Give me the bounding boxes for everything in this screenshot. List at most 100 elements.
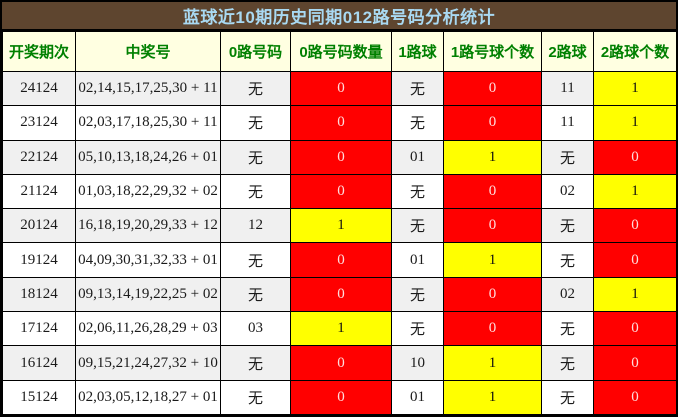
road1-count-cell: 1 bbox=[443, 139, 542, 175]
road0-ball-cell: 无 bbox=[220, 139, 291, 175]
col-header-road2-ball: 2路球 bbox=[541, 31, 594, 72]
table-body: 24124 02,14,15,17,25,30 + 11 无 0 无 0 11 1 23124 0… bbox=[2, 70, 677, 416]
road0-count-cell: 0 bbox=[290, 70, 392, 107]
road1-count-cell: 1 bbox=[443, 242, 542, 278]
col-header-road0-ball: 0路号码 bbox=[220, 31, 291, 72]
table-row: 15124 02,03,05,12,18,27 + 01 无 0 01 1 无 0 bbox=[2, 379, 677, 416]
period-cell: 17124 bbox=[2, 311, 76, 347]
road2-count-cell: 1 bbox=[593, 105, 677, 141]
road0-count-cell: 0 bbox=[290, 173, 392, 210]
period-cell: 15124 bbox=[2, 379, 76, 416]
winning-numbers-cell: 02,03,05,12,18,27 + 01 bbox=[75, 379, 221, 416]
road2-ball-cell: 11 bbox=[541, 105, 594, 141]
table-row: 16124 09,15,21,24,27,32 + 10 无 0 10 1 无 0 bbox=[2, 345, 677, 381]
road2-count-cell: 0 bbox=[593, 311, 677, 347]
col-header-winning: 中奖号 bbox=[75, 31, 221, 72]
road0-count-cell: 0 bbox=[290, 242, 392, 278]
winning-numbers-cell: 09,15,21,24,27,32 + 10 bbox=[75, 345, 221, 381]
table-row: 17124 02,06,11,26,28,29 + 03 03 1 无 0 无 0 bbox=[2, 311, 677, 347]
table-row: 21124 01,03,18,22,29,32 + 02 无 0 无 0 02 1 bbox=[2, 173, 677, 210]
table-row: 24124 02,14,15,17,25,30 + 11 无 0 无 0 11 1 bbox=[2, 70, 677, 107]
road1-count-cell: 0 bbox=[443, 276, 542, 313]
period-cell: 16124 bbox=[2, 345, 76, 381]
col-header-road0-count: 0路号码数量 bbox=[290, 31, 392, 72]
road2-ball-cell: 无 bbox=[541, 379, 594, 416]
road2-count-cell: 0 bbox=[593, 242, 677, 278]
col-header-road1-count: 1路号球个数 bbox=[443, 31, 542, 72]
road2-ball-cell: 无 bbox=[541, 345, 594, 381]
road1-ball-cell: 无 bbox=[391, 208, 444, 244]
winning-numbers-cell: 02,14,15,17,25,30 + 11 bbox=[75, 70, 221, 107]
road1-count-cell: 0 bbox=[443, 311, 542, 347]
col-header-road1-ball: 1路球 bbox=[391, 31, 444, 72]
period-cell: 22124 bbox=[2, 139, 76, 175]
road2-ball-cell: 02 bbox=[541, 276, 594, 313]
road2-ball-cell: 11 bbox=[541, 70, 594, 107]
road2-count-cell: 1 bbox=[593, 173, 677, 210]
road1-ball-cell: 无 bbox=[391, 70, 444, 107]
period-cell: 19124 bbox=[2, 242, 76, 278]
road0-ball-cell: 无 bbox=[220, 70, 291, 107]
winning-numbers-cell: 01,03,18,22,29,32 + 02 bbox=[75, 173, 221, 210]
table-row: 22124 05,10,13,18,24,26 + 01 无 0 01 1 无 0 bbox=[2, 139, 677, 175]
winning-numbers-cell: 16,18,19,20,29,33 + 12 bbox=[75, 208, 221, 244]
road2-count-cell: 0 bbox=[593, 345, 677, 381]
road1-ball-cell: 无 bbox=[391, 276, 444, 313]
analysis-table: 开奖期次 中奖号 0路号码 0路号码数量 1路球 1路号球个数 2路球 2路球个… bbox=[2, 31, 677, 416]
road1-ball-cell: 无 bbox=[391, 173, 444, 210]
winning-numbers-cell: 02,03,17,18,25,30 + 11 bbox=[75, 105, 221, 141]
winning-numbers-cell: 02,06,11,26,28,29 + 03 bbox=[75, 311, 221, 347]
road1-count-cell: 0 bbox=[443, 70, 542, 107]
period-cell: 18124 bbox=[2, 276, 76, 313]
road2-ball-cell: 无 bbox=[541, 311, 594, 347]
road2-ball-cell: 无 bbox=[541, 242, 594, 278]
road1-ball-cell: 01 bbox=[391, 242, 444, 278]
road2-count-cell: 0 bbox=[593, 379, 677, 416]
page-title: 蓝球近10期历史同期012路号码分析统计 bbox=[2, 2, 676, 29]
road1-ball-cell: 无 bbox=[391, 105, 444, 141]
table-row: 18124 09,13,14,19,22,25 + 02 无 0 无 0 02 1 bbox=[2, 276, 677, 313]
road0-count-cell: 0 bbox=[290, 105, 392, 141]
col-header-road2-count: 2路球个数 bbox=[593, 31, 677, 72]
road1-ball-cell: 无 bbox=[391, 311, 444, 347]
road1-ball-cell: 10 bbox=[391, 345, 444, 381]
winning-numbers-cell: 04,09,30,31,32,33 + 01 bbox=[75, 242, 221, 278]
road0-ball-cell: 无 bbox=[220, 276, 291, 313]
table-row: 19124 04,09,30,31,32,33 + 01 无 0 01 1 无 0 bbox=[2, 242, 677, 278]
road0-ball-cell: 12 bbox=[220, 208, 291, 244]
road2-ball-cell: 无 bbox=[541, 208, 594, 244]
col-header-period: 开奖期次 bbox=[2, 31, 76, 72]
road0-ball-cell: 无 bbox=[220, 379, 291, 416]
road0-count-cell: 0 bbox=[290, 276, 392, 313]
period-cell: 24124 bbox=[2, 70, 76, 107]
road1-count-cell: 1 bbox=[443, 345, 542, 381]
road2-ball-cell: 无 bbox=[541, 139, 594, 175]
road0-count-cell: 0 bbox=[290, 379, 392, 416]
road2-count-cell: 1 bbox=[593, 70, 677, 107]
table-row: 20124 16,18,19,20,29,33 + 12 12 1 无 0 无 0 bbox=[2, 208, 677, 244]
road1-count-cell: 0 bbox=[443, 105, 542, 141]
road1-count-cell: 1 bbox=[443, 379, 542, 416]
road0-ball-cell: 无 bbox=[220, 345, 291, 381]
winning-numbers-cell: 05,10,13,18,24,26 + 01 bbox=[75, 139, 221, 175]
period-cell: 23124 bbox=[2, 105, 76, 141]
road0-ball-cell: 03 bbox=[220, 311, 291, 347]
road0-ball-cell: 无 bbox=[220, 242, 291, 278]
road2-ball-cell: 02 bbox=[541, 173, 594, 210]
road0-count-cell: 1 bbox=[290, 311, 392, 347]
winning-numbers-cell: 09,13,14,19,22,25 + 02 bbox=[75, 276, 221, 313]
road1-ball-cell: 01 bbox=[391, 139, 444, 175]
table-row: 23124 02,03,17,18,25,30 + 11 无 0 无 0 11 1 bbox=[2, 105, 677, 141]
road0-ball-cell: 无 bbox=[220, 105, 291, 141]
period-cell: 20124 bbox=[2, 208, 76, 244]
road1-count-cell: 0 bbox=[443, 208, 542, 244]
road2-count-cell: 1 bbox=[593, 276, 677, 313]
road0-count-cell: 1 bbox=[290, 208, 392, 244]
table-header: 开奖期次 中奖号 0路号码 0路号码数量 1路球 1路号球个数 2路球 2路球个… bbox=[2, 31, 677, 72]
road0-ball-cell: 无 bbox=[220, 173, 291, 210]
road1-count-cell: 0 bbox=[443, 173, 542, 210]
road2-count-cell: 0 bbox=[593, 208, 677, 244]
road1-ball-cell: 01 bbox=[391, 379, 444, 416]
header-row: 开奖期次 中奖号 0路号码 0路号码数量 1路球 1路号球个数 2路球 2路球个… bbox=[2, 31, 677, 72]
